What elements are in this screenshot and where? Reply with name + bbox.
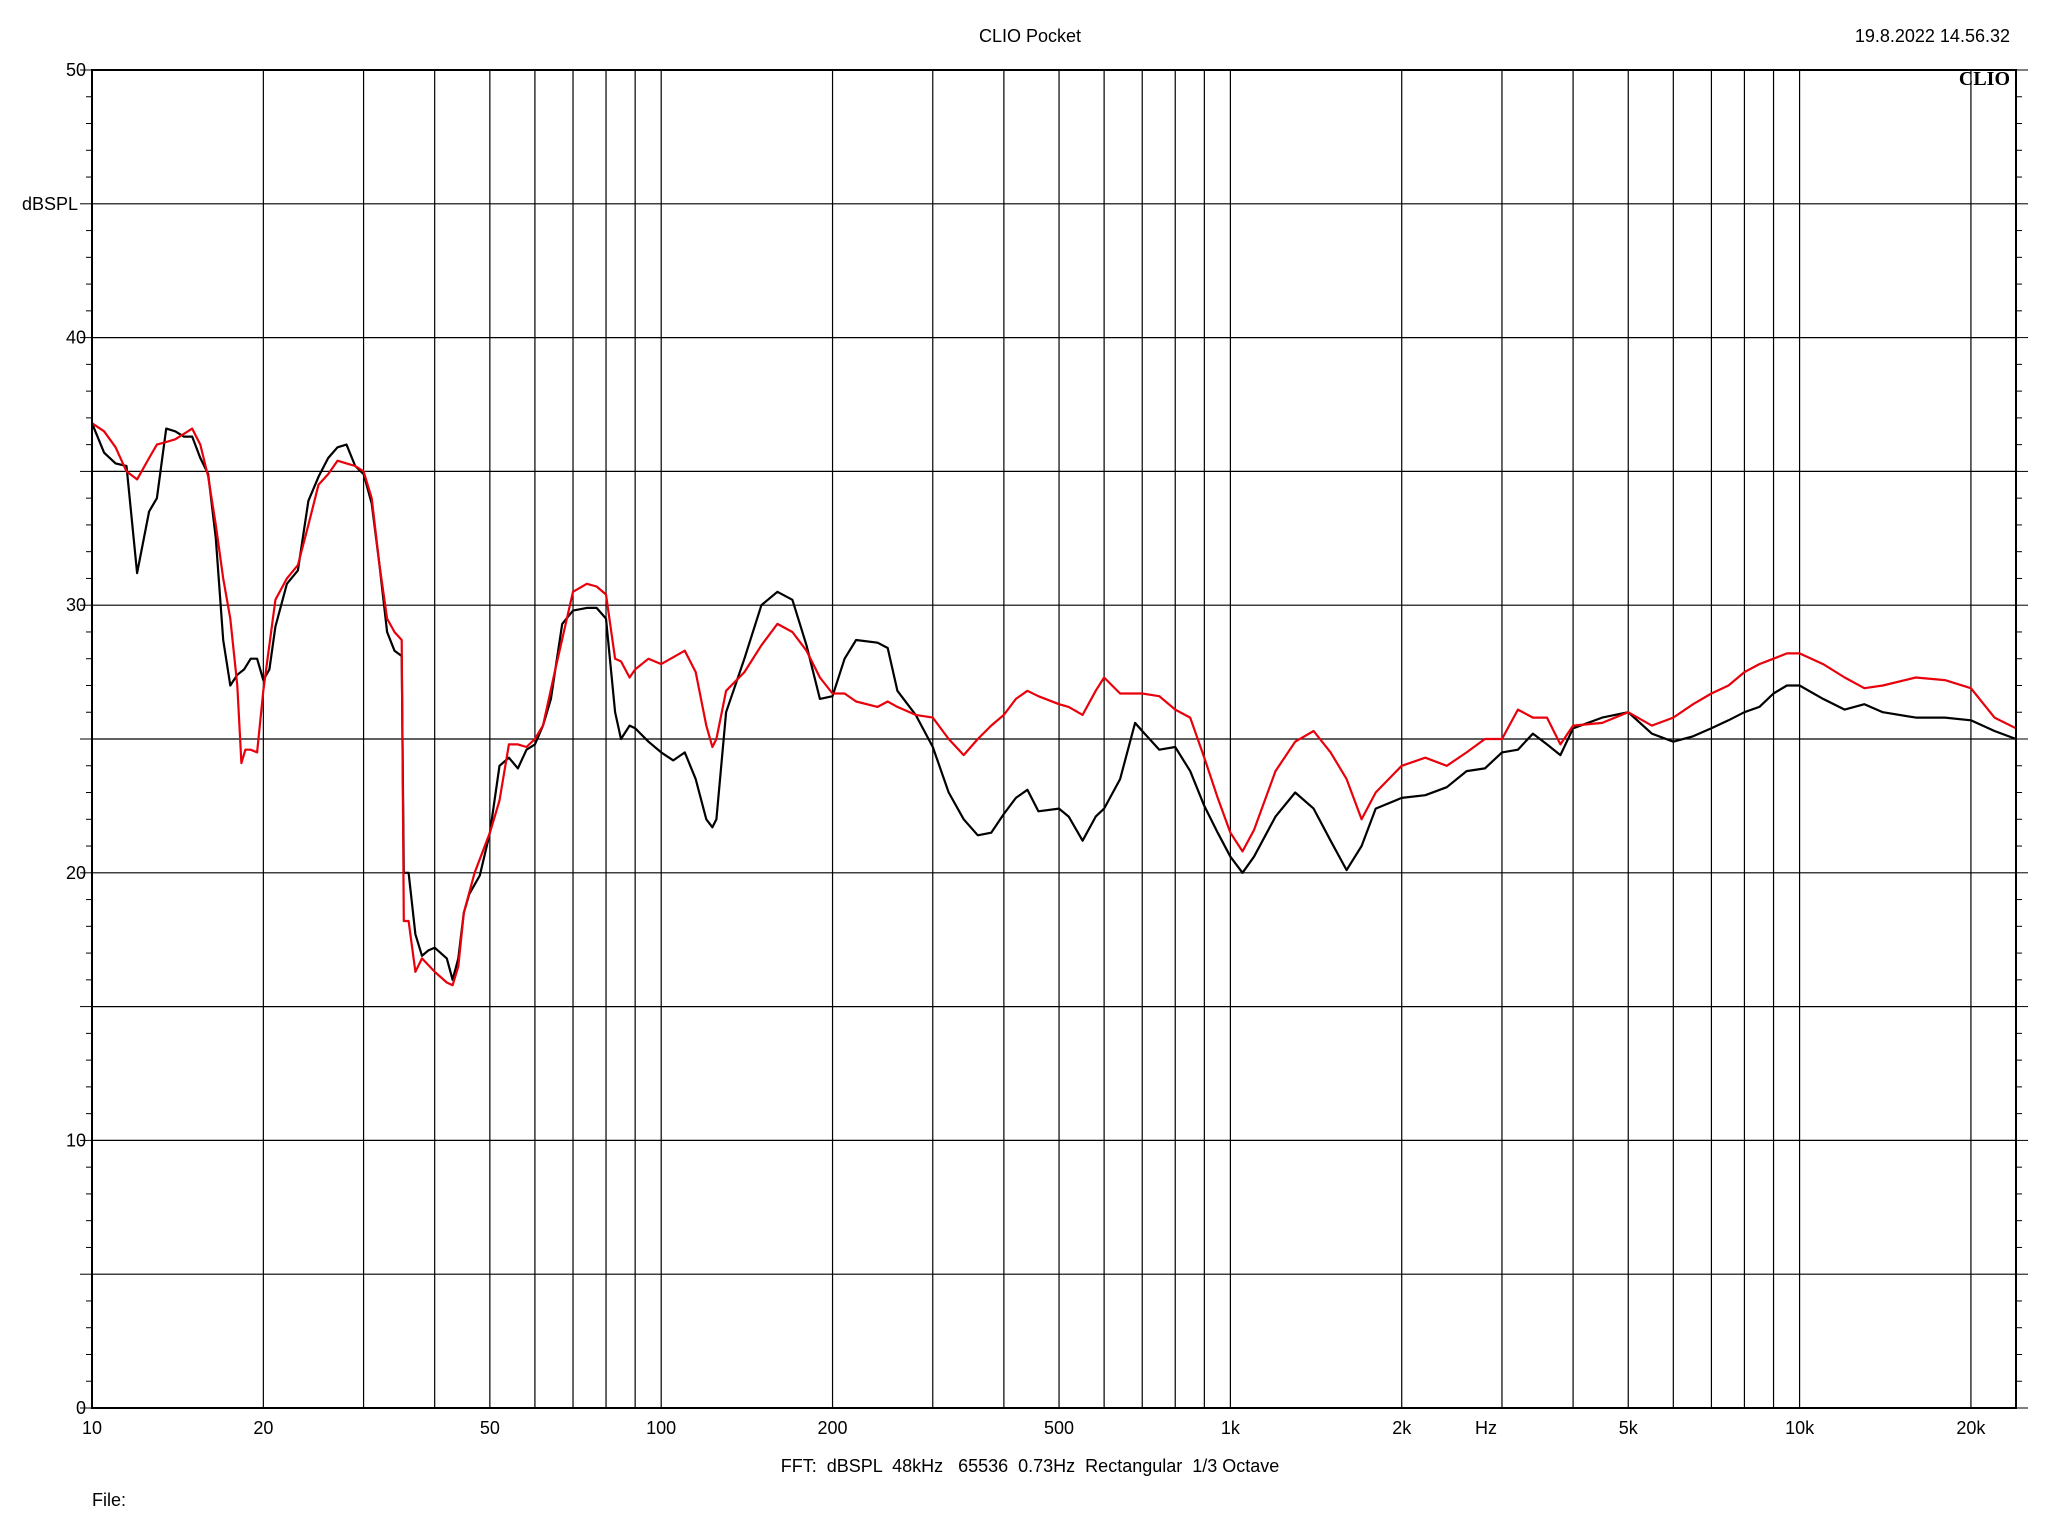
file-label: File: — [92, 1490, 126, 1510]
y-tick-label: 10 — [66, 1130, 86, 1150]
y-tick-label: 30 — [66, 595, 86, 615]
x-tick-label: 1k — [1221, 1418, 1241, 1438]
x-tick-label: 500 — [1044, 1418, 1074, 1438]
y-tick-label: 50 — [66, 60, 86, 80]
plot-grid — [92, 70, 2016, 1408]
clio-logo: CLIO — [1959, 68, 2010, 90]
x-tick-label: 20 — [253, 1418, 273, 1438]
chart-title: CLIO Pocket — [979, 26, 1081, 46]
x-axis-unit-label: Hz — [1475, 1418, 1497, 1438]
y-tick-label: 40 — [66, 328, 86, 348]
x-tick-label: 2k — [1392, 1418, 1412, 1438]
y-axis-label: dBSPL — [22, 194, 78, 214]
fft-info: FFT: dBSPL 48kHz 65536 0.73Hz Rectangula… — [781, 1456, 1280, 1476]
x-tick-label: 20k — [1956, 1418, 1986, 1438]
x-tick-label: 10k — [1785, 1418, 1815, 1438]
plot-frame — [91, 69, 2017, 1409]
series-line-2 — [91, 422, 2017, 987]
x-tick-label: 5k — [1619, 1418, 1639, 1438]
x-tick-label: 50 — [480, 1418, 500, 1438]
x-tick-label: 200 — [818, 1418, 848, 1438]
y-tick-label: 20 — [66, 863, 86, 883]
y-tick-label: 0 — [76, 1398, 86, 1418]
x-tick-label: 10 — [82, 1418, 102, 1438]
series-group — [90, 422, 2017, 987]
x-tick-label: 100 — [646, 1418, 676, 1438]
series-line-1 — [90, 422, 2017, 981]
timestamp: 19.8.2022 14.56.32 — [1855, 26, 2010, 46]
